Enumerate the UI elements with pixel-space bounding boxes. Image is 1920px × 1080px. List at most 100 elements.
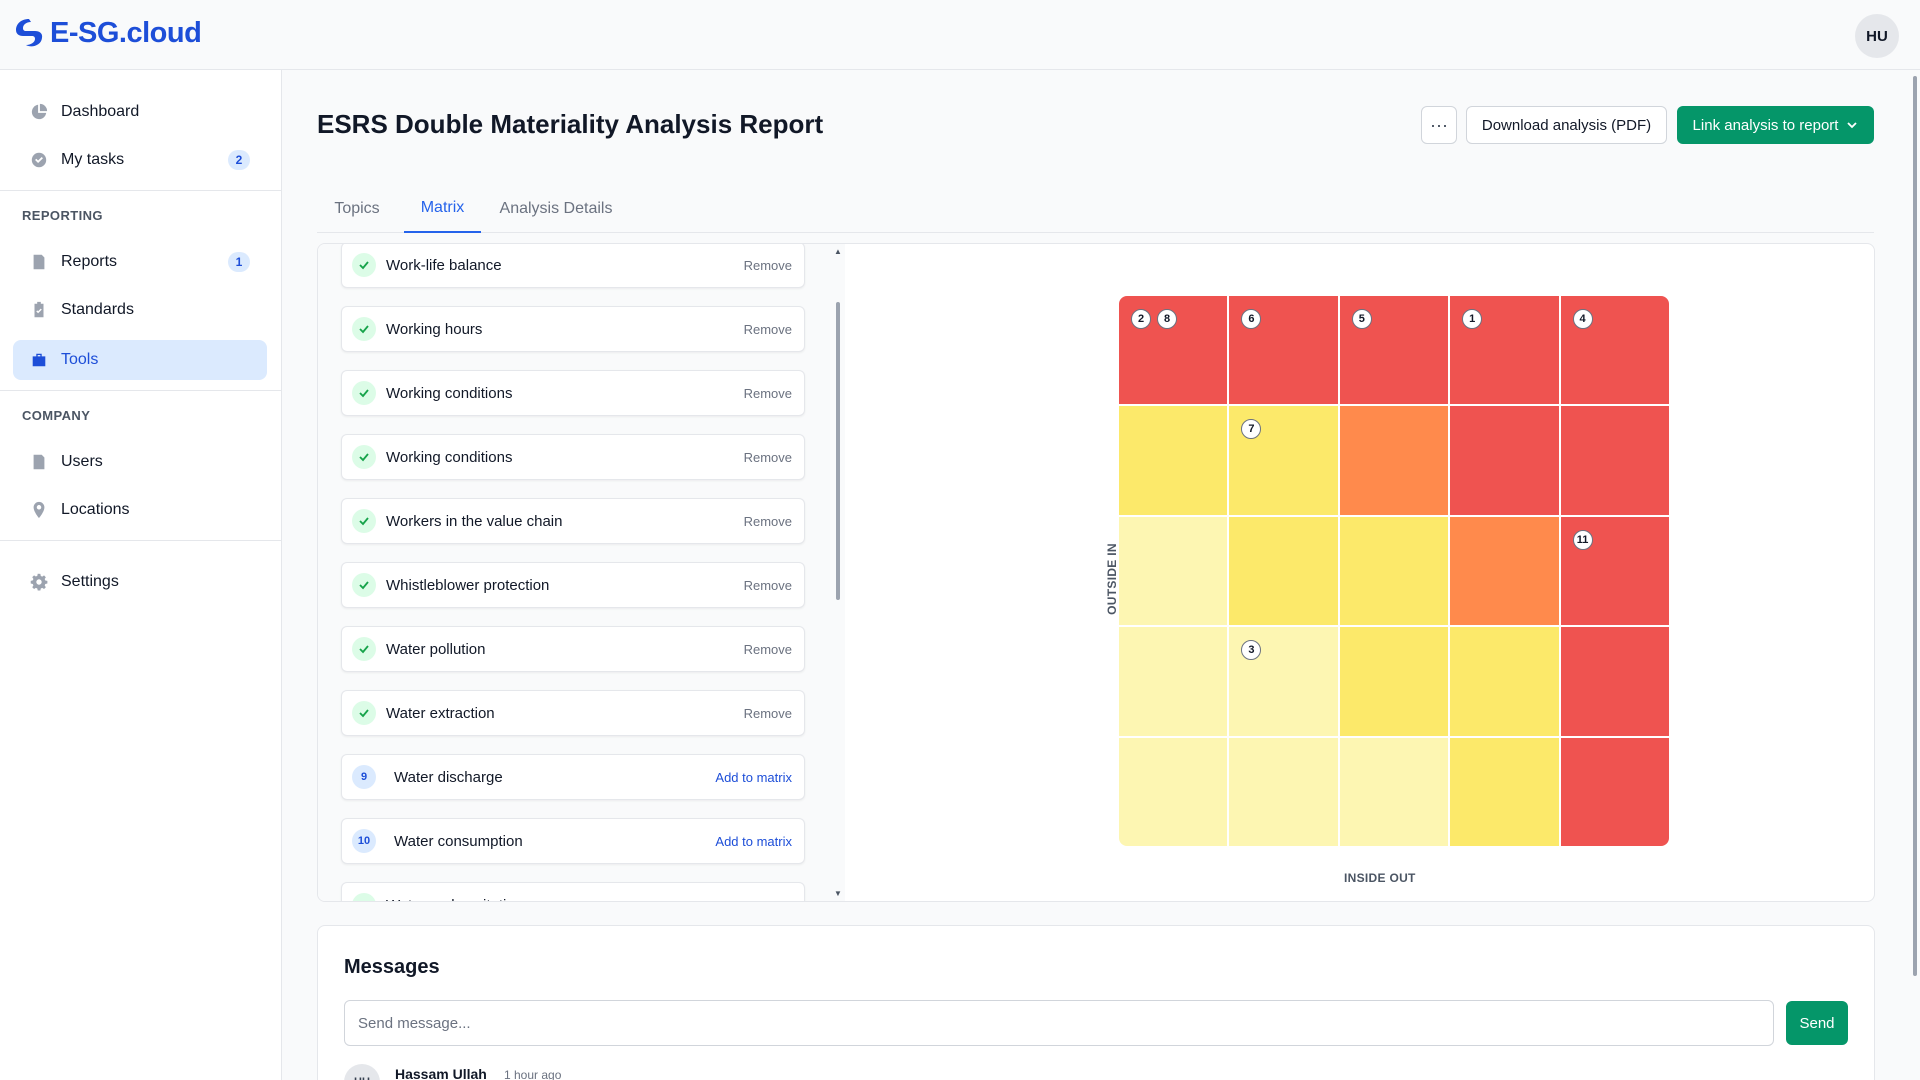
sidebar-item-label: Settings — [61, 573, 119, 590]
link-analysis-label: Link analysis to report — [1692, 116, 1839, 134]
matrix-cell — [1229, 516, 1338, 626]
check-icon — [352, 381, 376, 405]
sidebar-item-tools[interactable]: Tools — [13, 340, 267, 380]
tab-topics[interactable]: Topics — [334, 200, 380, 217]
topic-marker[interactable]: 2 — [1131, 309, 1151, 329]
sidebar-item-standards[interactable]: Standards — [13, 290, 267, 330]
matrix-cell: 6 — [1229, 296, 1338, 405]
reports-count-badge: 1 — [228, 252, 250, 272]
divider — [0, 540, 282, 541]
section-label-company: COMPANY — [22, 408, 91, 423]
topic-marker[interactable]: 3 — [1241, 640, 1262, 661]
clipboard-check-icon — [30, 301, 48, 319]
message-author: Hassam Ullah — [395, 1066, 487, 1080]
tab-matrix[interactable]: Matrix — [404, 185, 481, 233]
topic-marker[interactable]: 7 — [1241, 419, 1262, 440]
sidebar-item-my-tasks[interactable]: My tasks 2 — [13, 140, 267, 180]
tab-analysis-details[interactable]: Analysis Details — [499, 200, 613, 217]
matrix-cell — [1119, 737, 1228, 846]
remove-button[interactable]: Remove — [743, 385, 792, 401]
link-analysis-button[interactable]: Link analysis to report — [1677, 106, 1874, 144]
check-icon — [352, 637, 376, 661]
scroll-down-arrow-icon[interactable]: ▼ — [834, 889, 842, 898]
topic-list[interactable]: Work-life balance Remove Working hours R… — [318, 244, 832, 902]
sidebar-item-locations[interactable]: Locations — [13, 490, 267, 530]
download-pdf-button[interactable]: Download analysis (PDF) — [1466, 106, 1667, 144]
topic-label: Whistleblower protection — [386, 576, 550, 594]
add-to-matrix-button[interactable]: Add to matrix — [715, 769, 792, 785]
check-icon — [352, 445, 376, 469]
matrix-cell — [1339, 737, 1449, 846]
matrix-cell: 5 — [1339, 296, 1449, 405]
topic-marker[interactable]: 6 — [1241, 309, 1262, 329]
messages-title: Messages — [344, 956, 440, 978]
topic-item: Workers in the value chain Remove — [341, 498, 805, 544]
sidebar-item-settings[interactable]: Settings — [13, 562, 267, 602]
matrix-cell — [1450, 737, 1559, 846]
topic-list-scrollbar[interactable]: ▲ ▼ — [831, 244, 845, 901]
matrix-panel: Work-life balance Remove Working hours R… — [317, 243, 1875, 902]
topic-marker[interactable]: 8 — [1157, 309, 1177, 329]
scroll-up-arrow-icon[interactable]: ▲ — [834, 247, 842, 256]
topic-label: Water pollution — [386, 640, 486, 658]
topic-marker[interactable]: 5 — [1351, 309, 1372, 329]
tab-bar: Topics Matrix Analysis Details — [317, 185, 1874, 233]
topic-item: 10 Water consumption Add to matrix — [341, 818, 805, 864]
topic-item: Work-life balance Remove — [341, 244, 805, 288]
remove-button[interactable]: Remove — [743, 705, 792, 721]
check-circle-icon — [30, 151, 48, 169]
tasks-count-badge: 2 — [228, 150, 250, 170]
send-button[interactable]: Send — [1786, 1001, 1848, 1045]
user-avatar[interactable]: HU — [1855, 14, 1899, 58]
matrix-cell — [1450, 406, 1559, 515]
remove-button[interactable]: Remove — [743, 577, 792, 593]
more-options-button[interactable]: ··· — [1421, 106, 1457, 144]
logo[interactable]: E-SG.cloud — [12, 16, 202, 50]
briefcase-icon — [30, 351, 48, 369]
matrix-cell — [1339, 406, 1449, 515]
topic-label: Water discharge — [394, 768, 503, 786]
sidebar-item-users[interactable]: Users — [13, 442, 267, 482]
remove-button[interactable]: Remove — [743, 641, 792, 657]
remove-button[interactable]: Remove — [743, 321, 792, 337]
page-scroll-thumb[interactable] — [1913, 76, 1917, 976]
remove-button[interactable]: Remove — [743, 257, 792, 273]
y-axis-label: OUTSIDE IN — [1105, 543, 1119, 615]
matrix-cell — [1119, 516, 1228, 626]
topic-marker[interactable]: 1 — [1462, 309, 1483, 329]
x-axis-label: INSIDE OUT — [1344, 871, 1416, 885]
sidebar-item-dashboard[interactable]: Dashboard — [13, 92, 267, 132]
topic-label: Workers in the value chain — [386, 512, 563, 530]
remove-button[interactable]: Remove — [743, 513, 792, 529]
topic-label: Water extraction — [386, 704, 495, 722]
check-icon — [352, 701, 376, 725]
remove-button[interactable]: Remove — [743, 449, 792, 465]
chevron-down-icon — [1847, 122, 1858, 129]
topic-label: Water consumption — [394, 832, 523, 850]
topic-marker[interactable]: 4 — [1572, 309, 1593, 329]
matrix-cell — [1560, 737, 1669, 846]
matrix-cell — [1119, 627, 1228, 736]
sidebar-item-label: Tools — [61, 351, 99, 368]
topic-item: Water pollution Remove — [341, 626, 805, 672]
sidebar: Dashboard My tasks 2 REPORTING Reports 1… — [0, 70, 282, 1080]
sidebar-item-label: Locations — [61, 501, 130, 518]
topic-marker[interactable]: 11 — [1572, 529, 1593, 550]
matrix-cell — [1560, 406, 1669, 515]
matrix-cell: 11 — [1560, 516, 1669, 626]
add-to-matrix-button[interactable]: Add to matrix — [715, 833, 792, 849]
sidebar-item-label: My tasks — [61, 151, 125, 168]
matrix-cell — [1450, 627, 1559, 736]
topic-label: Working conditions — [386, 448, 513, 466]
section-label-reporting: REPORTING — [22, 208, 103, 223]
sidebar-item-reports[interactable]: Reports 1 — [13, 242, 267, 282]
scroll-thumb[interactable] — [836, 302, 840, 600]
page-scrollbar[interactable] — [1910, 72, 1920, 1080]
divider — [0, 390, 282, 391]
top-bar: E-SG.cloud HU — [0, 0, 1920, 70]
message-input[interactable]: Send message... — [344, 1000, 1774, 1046]
gear-icon — [30, 573, 48, 591]
matrix-cell: 3 — [1229, 627, 1338, 736]
remove-button[interactable]: Remove — [744, 898, 792, 902]
